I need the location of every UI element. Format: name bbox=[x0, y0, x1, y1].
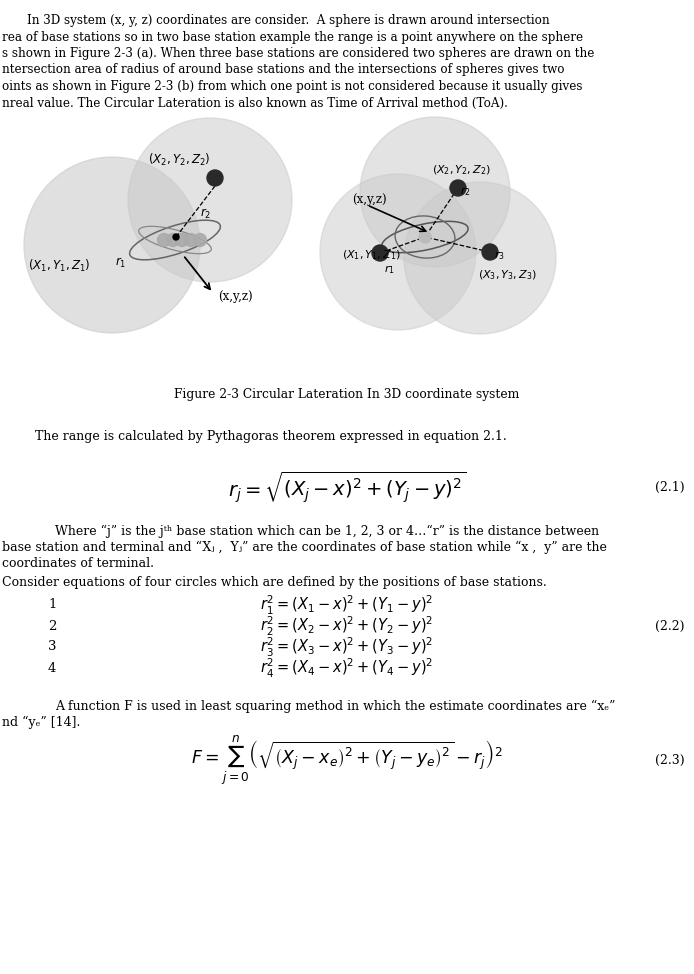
Text: $(X_1,Y_1,Z_1)$: $(X_1,Y_1,Z_1)$ bbox=[342, 248, 401, 262]
Circle shape bbox=[194, 234, 207, 246]
Text: ntersection area of radius of around base stations and the intersections of sphe: ntersection area of radius of around bas… bbox=[2, 63, 564, 77]
Text: s shown in Figure 2-3 (a). When three base stations are considered two spheres a: s shown in Figure 2-3 (a). When three ba… bbox=[2, 47, 594, 60]
Text: 2: 2 bbox=[48, 619, 56, 632]
Circle shape bbox=[173, 234, 179, 240]
Text: Where “j” is the jᵗʰ base station which can be 1, 2, 3 or 4…“r” is the distance : Where “j” is the jᵗʰ base station which … bbox=[55, 525, 599, 539]
Circle shape bbox=[404, 182, 556, 334]
Text: 3: 3 bbox=[48, 641, 56, 654]
Text: 4: 4 bbox=[48, 661, 56, 675]
Text: $r_1$: $r_1$ bbox=[384, 263, 395, 276]
Text: $r_j = \sqrt{\left(X_j - x\right)^2 + \left(Y_j - y\right)^2}$: $r_j = \sqrt{\left(X_j - x\right)^2 + \l… bbox=[228, 469, 466, 505]
Circle shape bbox=[482, 244, 498, 260]
Circle shape bbox=[128, 118, 292, 282]
Text: A function F is used in least squaring method in which the estimate coordinates : A function F is used in least squaring m… bbox=[55, 700, 616, 713]
Text: nd “yₑ” [14].: nd “yₑ” [14]. bbox=[2, 716, 81, 730]
Text: In 3D system (x, y, z) coordinates are consider.  A sphere is drawn around inter: In 3D system (x, y, z) coordinates are c… bbox=[12, 14, 550, 27]
Circle shape bbox=[419, 231, 431, 243]
Text: (x,y,z): (x,y,z) bbox=[352, 193, 387, 206]
Text: coordinates of terminal.: coordinates of terminal. bbox=[2, 557, 154, 570]
Circle shape bbox=[320, 174, 476, 330]
Text: $(X_2,Y_2,Z_2)$: $(X_2,Y_2,Z_2)$ bbox=[148, 152, 210, 169]
Text: $(X_2,Y_2,Z_2)$: $(X_2,Y_2,Z_2)$ bbox=[432, 163, 491, 176]
Circle shape bbox=[360, 117, 510, 267]
Text: $r_2$: $r_2$ bbox=[200, 207, 211, 221]
Text: nreal value. The Circular Lateration is also known as Time of Arrival method (To: nreal value. The Circular Lateration is … bbox=[2, 96, 508, 109]
Circle shape bbox=[167, 234, 180, 246]
Text: (2.2): (2.2) bbox=[656, 619, 685, 632]
Text: 1: 1 bbox=[48, 598, 56, 612]
Text: oints as shown in Figure 2-3 (b) from which one point is not considered because : oints as shown in Figure 2-3 (b) from wh… bbox=[2, 80, 582, 93]
Circle shape bbox=[450, 180, 466, 196]
Circle shape bbox=[176, 234, 189, 246]
Text: $(X_1,Y_1,Z_1)$: $(X_1,Y_1,Z_1)$ bbox=[28, 258, 90, 274]
Circle shape bbox=[207, 170, 223, 186]
Circle shape bbox=[24, 157, 200, 333]
Text: Consider equations of four circles which are defined by the positions of base st: Consider equations of four circles which… bbox=[2, 576, 547, 589]
Text: $r_1$: $r_1$ bbox=[115, 256, 126, 270]
Text: (2.1): (2.1) bbox=[655, 480, 685, 494]
Text: The range is calculated by Pythagoras theorem expressed in equation 2.1.: The range is calculated by Pythagoras th… bbox=[35, 430, 507, 443]
Text: $r_3$: $r_3$ bbox=[494, 249, 505, 262]
Circle shape bbox=[158, 234, 171, 246]
Text: $F = \sum_{j=0}^{n} \left(\sqrt{\left(X_j - x_e\right)^2 + \left(Y_j - y_e\right: $F = \sum_{j=0}^{n} \left(\sqrt{\left(X_… bbox=[191, 733, 503, 787]
Text: Figure 2-3 Circular Lateration In 3D coordinate system: Figure 2-3 Circular Lateration In 3D coo… bbox=[174, 388, 520, 401]
Text: (x,y,z): (x,y,z) bbox=[218, 290, 253, 303]
Text: $(X_3,Y_3,Z_3)$: $(X_3,Y_3,Z_3)$ bbox=[478, 268, 537, 281]
Text: $r_2$: $r_2$ bbox=[460, 185, 471, 198]
Text: rea of base stations so in two base station example the range is a point anywher: rea of base stations so in two base stat… bbox=[2, 30, 583, 44]
Circle shape bbox=[185, 234, 198, 246]
Text: base station and terminal and “Xⱼ ,  Yⱼ” are the coordinates of base station whi: base station and terminal and “Xⱼ , Yⱼ” … bbox=[2, 541, 607, 554]
Text: $r_4^{2} = (X_4 - x)^2 + (Y_4 - y)^2$: $r_4^{2} = (X_4 - x)^2 + (Y_4 - y)^2$ bbox=[260, 656, 434, 680]
Text: $r_2^{2} = (X_2 - x)^2 + (Y_2 - y)^2$: $r_2^{2} = (X_2 - x)^2 + (Y_2 - y)^2$ bbox=[260, 615, 434, 638]
Circle shape bbox=[372, 245, 388, 261]
Text: $r_3^{2} = (X_3 - x)^2 + (Y_3 - y)^2$: $r_3^{2} = (X_3 - x)^2 + (Y_3 - y)^2$ bbox=[260, 635, 434, 658]
Text: $r_1^{2} = (X_1 - x)^2 + (Y_1 - y)^2$: $r_1^{2} = (X_1 - x)^2 + (Y_1 - y)^2$ bbox=[260, 593, 434, 617]
Text: (2.3): (2.3) bbox=[655, 754, 685, 767]
